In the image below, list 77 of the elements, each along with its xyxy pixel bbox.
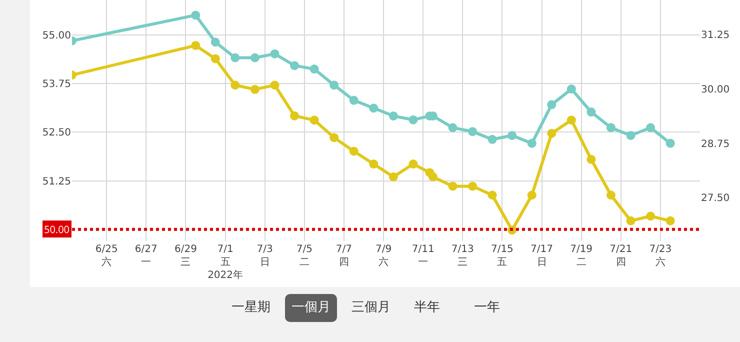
- y2-tick-label: 27.50: [701, 193, 730, 204]
- point: [448, 123, 458, 132]
- point: [468, 127, 478, 136]
- point: [349, 146, 358, 156]
- point: [369, 160, 378, 169]
- point: [250, 84, 260, 94]
- x-tick-label: 7/17 日: [530, 244, 553, 268]
- point: [408, 160, 418, 169]
- point: [626, 130, 636, 140]
- point: [210, 54, 220, 64]
- text: 三個月: [350, 299, 392, 317]
- point: [488, 190, 497, 200]
- y2-tick-label: 28.75: [701, 138, 730, 150]
- point: [566, 84, 576, 94]
- point: [666, 216, 675, 226]
- point: [666, 138, 675, 148]
- x-tick-label: 7/21 四: [610, 244, 632, 268]
- point: [586, 108, 596, 117]
- point: [468, 182, 478, 191]
- point: [290, 61, 300, 70]
- x-tick-label: 7/11 一: [412, 244, 434, 268]
- y-tick-label: 55.00: [42, 30, 71, 42]
- x-tick-label: 7/5 二: [296, 244, 312, 268]
- y-tick-label: 52.50: [42, 128, 71, 139]
- x-tick-label: 7/19 二: [570, 244, 593, 268]
- text: 半年: [413, 299, 441, 317]
- point: [408, 115, 418, 124]
- y2-tick-label: 30.00: [701, 84, 730, 96]
- x-tick-label: 6/29 三: [174, 244, 197, 268]
- point: [527, 138, 536, 148]
- point: [310, 64, 319, 74]
- text: 一星期: [230, 299, 272, 317]
- point: [191, 40, 200, 50]
- x-tick-label: 6/25 六: [95, 244, 118, 268]
- point: [230, 80, 240, 90]
- point: [606, 123, 616, 132]
- x-tick-label: 7/7 四: [336, 244, 352, 268]
- point: [210, 38, 220, 47]
- y2-tick-label: 31.25: [701, 30, 730, 42]
- point: [448, 182, 458, 191]
- y-tick-label: 51.25: [42, 176, 71, 188]
- point: [349, 96, 358, 105]
- point: [586, 154, 596, 164]
- point: [330, 80, 339, 90]
- point: [230, 53, 240, 62]
- point: [250, 53, 260, 62]
- point: [428, 172, 438, 182]
- point: [508, 130, 517, 140]
- point: [646, 212, 656, 221]
- ref-line-label: 50.00: [44, 222, 70, 236]
- point: [191, 10, 200, 20]
- text: 一年: [473, 299, 501, 317]
- point: [646, 123, 656, 132]
- x-tick-label: 7/9 六: [375, 244, 392, 268]
- x-tick-label: 7/23 六: [649, 244, 672, 268]
- x-tick-label: 6/27 一: [134, 244, 158, 268]
- point: [330, 133, 339, 142]
- point: [566, 116, 576, 125]
- y-tick-label: 53.75: [42, 79, 71, 90]
- x-tick-label: 7/13 三: [451, 244, 474, 268]
- point: [310, 116, 319, 125]
- point: [488, 134, 497, 144]
- point: [270, 49, 280, 58]
- point: [270, 80, 280, 90]
- point: [388, 172, 398, 182]
- point: [626, 216, 636, 226]
- point: [606, 190, 616, 200]
- point: [547, 128, 556, 138]
- x-tick-label: 7/1 五 2022年: [208, 244, 244, 281]
- point: [527, 190, 536, 200]
- point: [547, 100, 556, 110]
- point: [369, 104, 378, 113]
- x-tick-label: 7/15 五: [490, 244, 514, 268]
- x-tick-label: 7/3 日: [256, 244, 273, 268]
- point: [290, 111, 300, 120]
- point: [388, 111, 398, 120]
- text: 一個月: [285, 294, 337, 322]
